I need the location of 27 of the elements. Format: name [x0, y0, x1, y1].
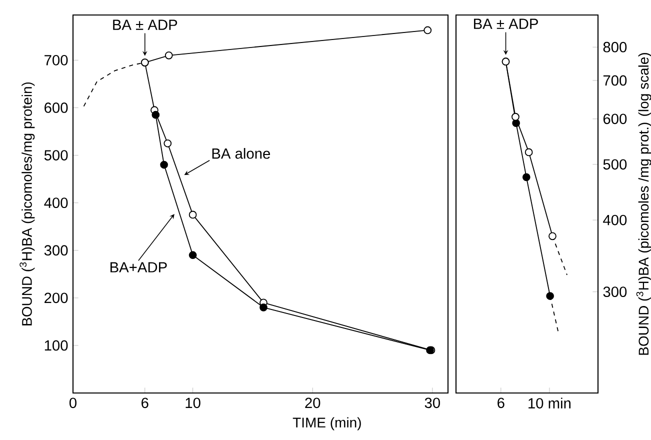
y-tick-label: 700 [603, 75, 627, 86]
y-axis-title: BOUND ($^{3}$H)BA (picomoles/mg protein) [20, 82, 35, 326]
x-tick-label: 10 [186, 398, 200, 408]
annotation: BA ± ADP [113, 20, 178, 30]
x-tick-label: 6 [142, 398, 148, 408]
y-tick-label: 100 [44, 340, 68, 351]
y-tick-label: 700 [44, 55, 68, 66]
x-tick-label: 10 min [528, 398, 570, 408]
series-label: BA+ADP [110, 262, 167, 272]
y-tick-label: 400 [44, 198, 68, 208]
x-tick-label: 0 [69, 398, 76, 408]
y-tick-label: 400 [603, 214, 627, 226]
x-axis-title: TIME (min) [292, 417, 361, 430]
text: BA alone [212, 148, 270, 159]
x-tick-label: 20 [305, 398, 320, 408]
y-tick-label: 300 [603, 286, 627, 298]
x-tick-label: 6 [498, 398, 504, 408]
y-tick-label: 200 [44, 292, 68, 304]
y-tick-label: 500 [44, 150, 68, 160]
y-tick-label: 300 [44, 245, 68, 256]
y-axis-title: BOUND ($^{3}$H)BA (picomoles /mg prot.) (log scale) [636, 52, 651, 355]
y-tick-label: 500 [603, 159, 627, 170]
y-tick-label: 800 [603, 42, 627, 52]
y-tick-label: 600 [44, 102, 68, 113]
annotation: BA ± ADP [474, 18, 538, 29]
y-tick-label: 600 [603, 114, 627, 124]
x-tick-label: 30 [424, 398, 440, 408]
